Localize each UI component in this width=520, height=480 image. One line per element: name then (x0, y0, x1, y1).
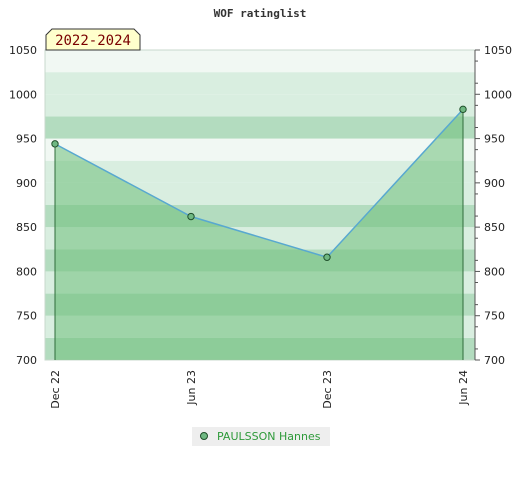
x-tick-label: Dec 22 (49, 370, 62, 409)
series-area (55, 109, 463, 360)
y-axis-right: 700 750 800 850 900 950 1000 1050 (474, 44, 512, 367)
legend-series-label: PAULSSON Hannes (217, 430, 321, 443)
y-tick-label-right: 700 (484, 354, 505, 367)
y-tick-label-left: 1050 (9, 44, 37, 57)
data-point[interactable] (187, 212, 195, 221)
grid-band (45, 72, 475, 95)
legend[interactable]: PAULSSON Hannes (192, 427, 330, 446)
y-tick-label-right: 750 (484, 310, 505, 323)
grid-band (45, 160, 475, 183)
plot-area (51, 105, 467, 360)
grid-band (45, 138, 475, 161)
legend-marker (200, 432, 208, 440)
y-tick-label-right: 900 (484, 177, 505, 190)
y-tick-label-left: 950 (16, 133, 37, 146)
grid-band (45, 50, 475, 73)
period-label: 2022-2024 (55, 33, 131, 49)
y-tick-label-left: 700 (16, 354, 37, 367)
y-tick-label-right: 1000 (484, 88, 512, 101)
y-tick-label-left: 1000 (9, 88, 37, 101)
y-tick-label-right: 1050 (484, 44, 512, 57)
x-axis: Dec 22 Jun 23 Dec 23 Jun 24 (49, 370, 470, 409)
y-tick-label-right: 950 (484, 133, 505, 146)
y-tick-label-left: 750 (16, 310, 37, 323)
x-tick-label: Dec 23 (321, 370, 334, 409)
y-tick-label-left: 800 (16, 265, 37, 278)
period-badge-shape (45, 28, 141, 51)
y-tick-label-right: 800 (484, 265, 505, 278)
legend-box (192, 427, 330, 446)
y-tick-label-left: 850 (16, 221, 37, 234)
data-point[interactable] (459, 105, 467, 114)
series-line (54, 108, 464, 259)
y-axis-left: 700 750 800 850 900 950 1000 1050 (9, 44, 37, 367)
grid-band (45, 94, 475, 117)
y-tick-label-right: 850 (484, 221, 505, 234)
grid-band (45, 116, 475, 139)
data-point[interactable] (51, 140, 59, 148)
x-tick-label: Jun 24 (457, 370, 470, 406)
y-tick-label-left: 900 (16, 177, 37, 190)
chart-title: WOF ratinglist (214, 7, 307, 20)
data-point[interactable] (323, 253, 331, 261)
x-tick-label: Jun 23 (185, 370, 198, 406)
period-badge: 2022-2024 (45, 28, 141, 51)
